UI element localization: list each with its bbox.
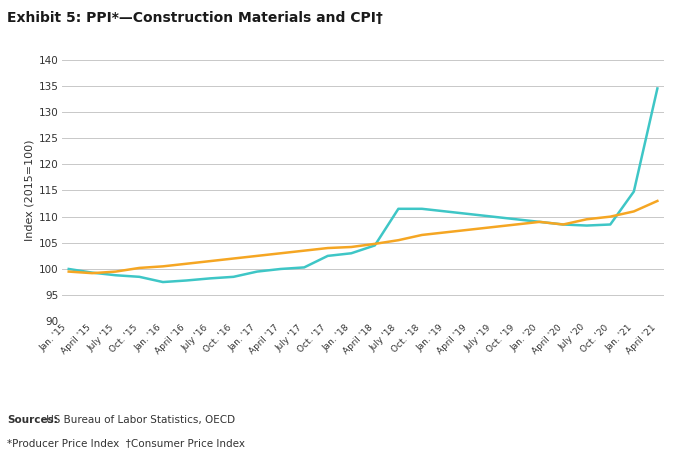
Text: US Bureau of Labor Statistics, OECD: US Bureau of Labor Statistics, OECD (43, 415, 235, 425)
Text: Exhibit 5: PPI*—Construction Materials and CPI†: Exhibit 5: PPI*—Construction Materials a… (7, 11, 383, 26)
Y-axis label: Index (2015=100): Index (2015=100) (25, 140, 35, 241)
Text: Sources:: Sources: (7, 415, 58, 425)
Text: *Producer Price Index  †Consumer Price Index: *Producer Price Index †Consumer Price In… (7, 438, 245, 448)
